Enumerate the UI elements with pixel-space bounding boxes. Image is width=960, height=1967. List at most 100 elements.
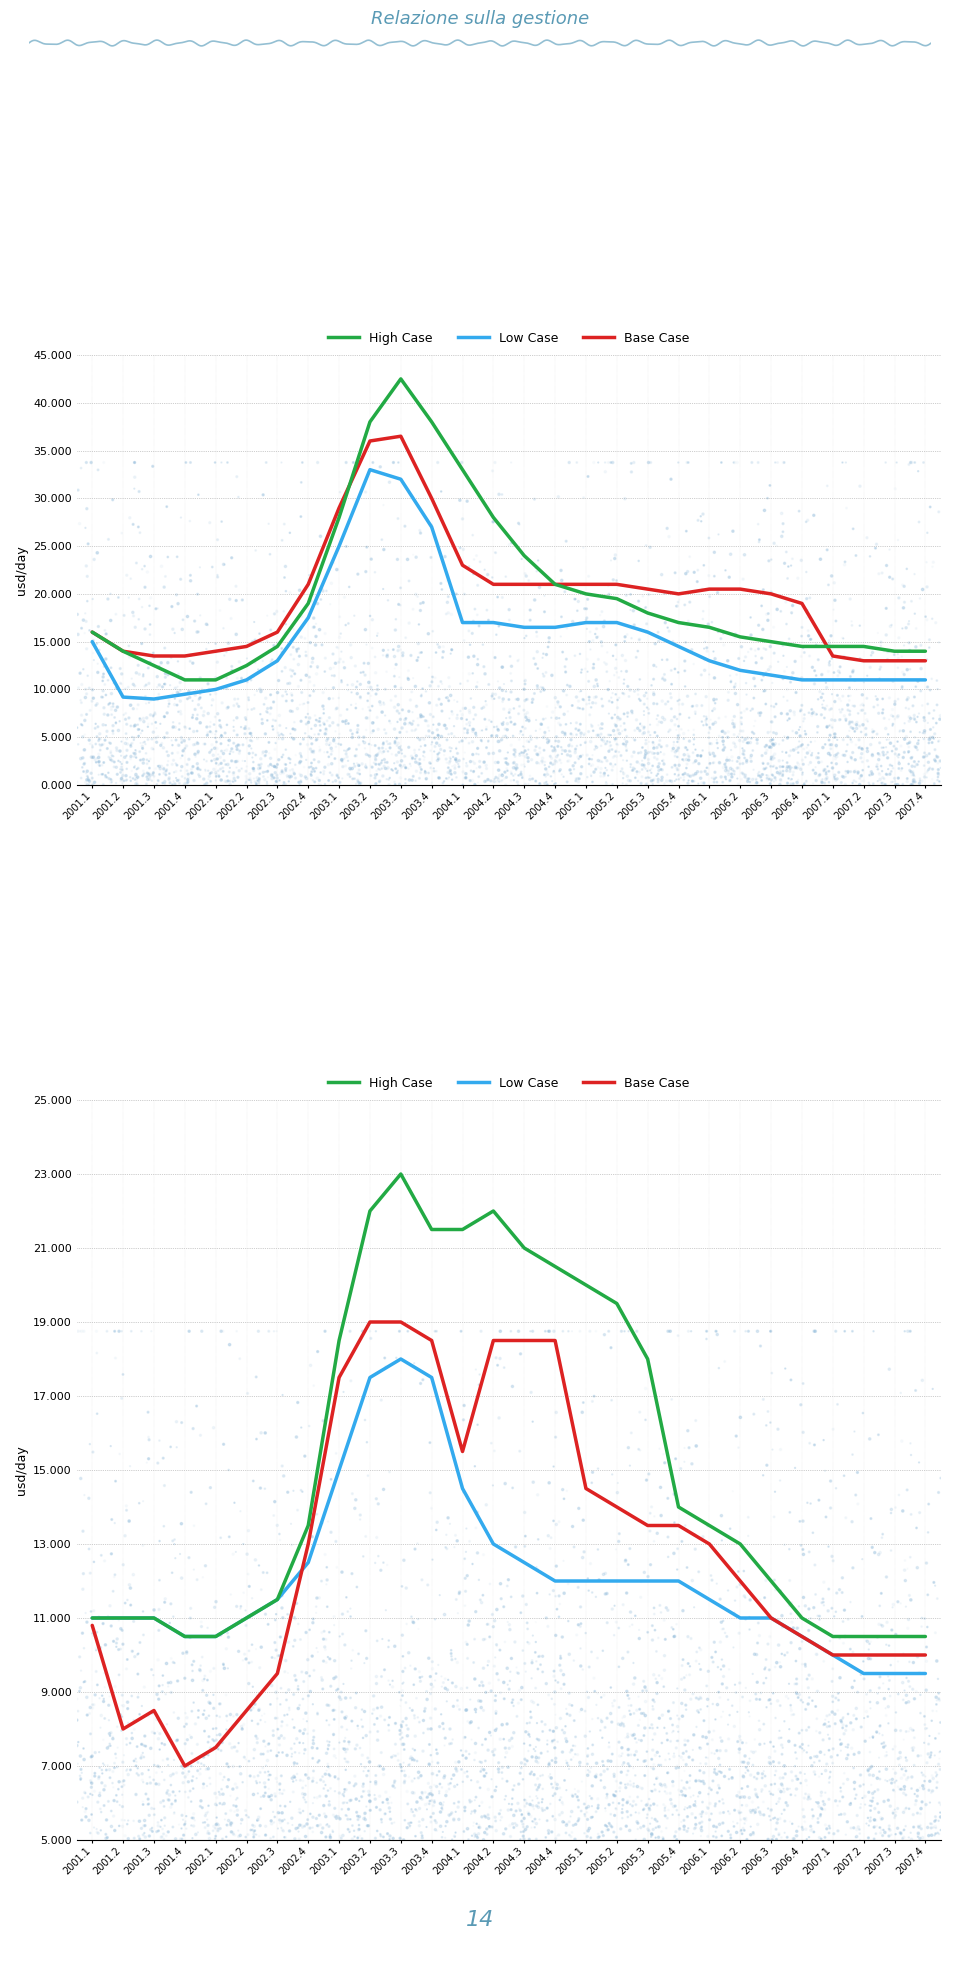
Point — [139, 1448, 155, 1479]
Point — [97, 614, 112, 645]
Point — [446, 710, 462, 742]
Point — [334, 665, 349, 696]
Point — [412, 724, 427, 755]
Point — [875, 1819, 890, 1851]
Point — [94, 1680, 109, 1711]
Point — [656, 1670, 671, 1701]
Point — [759, 734, 775, 765]
Point — [460, 1814, 475, 1845]
Point — [282, 576, 298, 608]
Point — [568, 714, 584, 745]
Point — [494, 651, 510, 683]
Point — [274, 1672, 289, 1703]
Point — [890, 1770, 905, 1802]
Point — [619, 761, 635, 793]
Point — [287, 1747, 302, 1778]
Point — [73, 1741, 88, 1772]
Point — [794, 545, 809, 576]
Point — [333, 1684, 348, 1715]
Point — [304, 1766, 320, 1798]
Point — [286, 643, 301, 675]
Point — [147, 1749, 162, 1780]
Point — [310, 588, 325, 620]
Point — [485, 563, 500, 594]
Point — [766, 637, 781, 669]
Point — [432, 763, 447, 795]
Point — [337, 1776, 352, 1808]
Point — [787, 1751, 803, 1782]
Point — [505, 1471, 520, 1503]
Point — [479, 732, 494, 763]
Point — [366, 1680, 381, 1711]
Point — [655, 761, 670, 793]
Point — [900, 1666, 916, 1698]
Point — [820, 710, 835, 742]
Point — [96, 692, 111, 724]
Point — [529, 722, 544, 753]
Point — [892, 1774, 907, 1806]
Point — [613, 1766, 629, 1798]
Point — [649, 1762, 664, 1794]
Point — [661, 521, 677, 553]
Point — [707, 1810, 722, 1841]
Point — [570, 1609, 586, 1640]
Point — [118, 704, 133, 736]
Point — [72, 657, 87, 688]
Point — [432, 1580, 447, 1611]
Point — [522, 763, 538, 795]
Point — [553, 1640, 568, 1672]
Point — [370, 1692, 385, 1723]
Point — [919, 547, 934, 578]
Point — [823, 1493, 838, 1524]
Point — [700, 1684, 715, 1715]
Point — [229, 460, 245, 492]
Point — [837, 1316, 852, 1347]
Point — [928, 608, 944, 639]
Point — [646, 663, 661, 694]
Point — [519, 685, 535, 716]
Point — [655, 1699, 670, 1731]
Point — [439, 712, 454, 744]
Point — [890, 1792, 905, 1823]
Point — [329, 759, 345, 791]
Point — [623, 751, 638, 783]
Point — [920, 517, 935, 549]
Point — [289, 1723, 304, 1755]
Point — [522, 1707, 538, 1739]
Point — [343, 1784, 358, 1816]
Point — [912, 663, 927, 694]
Point — [785, 1823, 801, 1855]
Point — [354, 1739, 370, 1770]
Point — [806, 1741, 822, 1772]
Point — [585, 1802, 600, 1833]
Point — [438, 1780, 453, 1812]
Point — [903, 1583, 919, 1615]
Point — [924, 1776, 939, 1808]
Point — [232, 1819, 248, 1851]
Point — [157, 1587, 173, 1619]
Point — [582, 626, 597, 657]
Point — [794, 1812, 809, 1843]
Point — [563, 671, 578, 702]
Point — [443, 681, 458, 712]
Point — [261, 1772, 276, 1804]
Point — [332, 498, 348, 529]
Point — [103, 728, 118, 759]
Point — [96, 1684, 111, 1715]
Point — [814, 765, 829, 797]
Point — [772, 728, 787, 759]
Point — [163, 1768, 179, 1800]
Point — [502, 1666, 517, 1698]
Point — [860, 1755, 876, 1786]
Point — [622, 1780, 637, 1812]
Point — [734, 1772, 750, 1804]
Point — [104, 1717, 119, 1749]
Point — [668, 1733, 684, 1764]
Point — [252, 1694, 267, 1725]
Point — [152, 751, 167, 783]
Point — [777, 547, 792, 578]
Point — [525, 1621, 540, 1652]
Point — [171, 765, 186, 797]
Point — [552, 702, 567, 734]
Point — [849, 1703, 864, 1735]
